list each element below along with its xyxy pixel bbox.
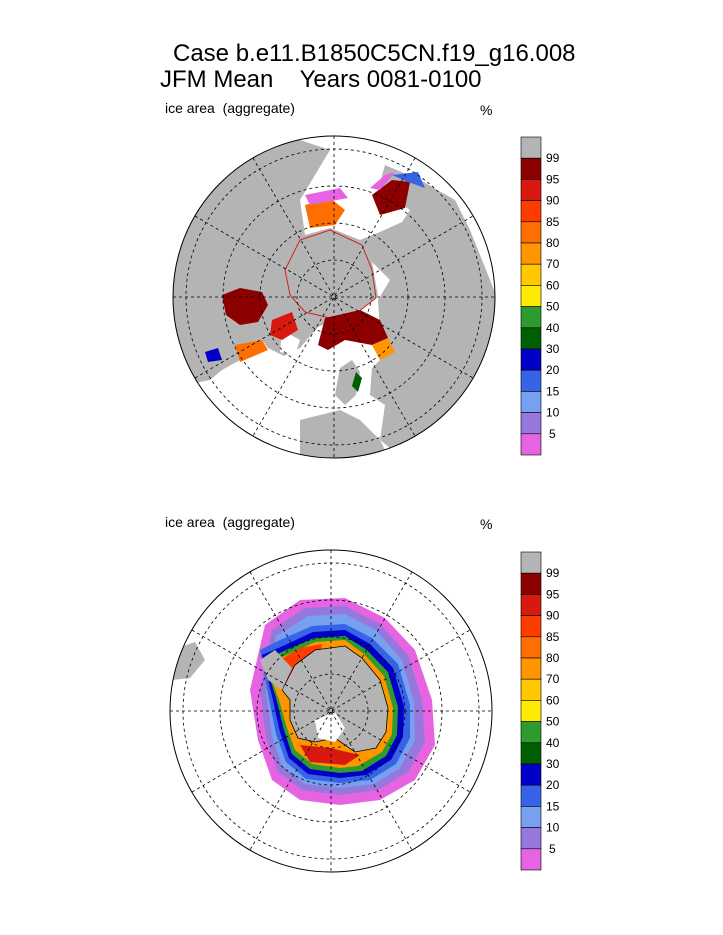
north-variable-label: ice area (aggregate) [165, 100, 295, 116]
south-colorbar-box [520, 848, 542, 871]
south-colorbar-label: 60 [546, 693, 560, 707]
north-colorbar: 99 95 90 85 80 70 60 50 40 30 20 15 10 5 [520, 136, 560, 456]
south-colorbar-box [520, 551, 542, 574]
south-map-border [169, 549, 493, 873]
north-ice-bering-edge [305, 188, 348, 205]
north-colorbar-box [520, 391, 542, 413]
south-land-peninsula [260, 650, 292, 690]
north-colorbar-label: 60 [546, 278, 560, 292]
south-unit-label: % [480, 516, 493, 532]
north-colorbar-label: 70 [546, 257, 560, 271]
north-colorbar-label: 85 [546, 215, 560, 229]
south-colorbar-box [520, 636, 542, 659]
south-colorbar-box [520, 784, 542, 807]
north-colorbar-box [520, 263, 542, 286]
north-unit-label: % [480, 102, 493, 118]
north-colorbar-box [520, 327, 542, 350]
south-colorbar-box [520, 572, 542, 595]
north-colorbar-label: 50 [546, 300, 560, 314]
north-ice-newfoundland [205, 348, 222, 362]
south-colorbar-box [520, 827, 542, 850]
south-variable-label: ice area (aggregate) [165, 514, 295, 530]
north-land-eurasia [173, 140, 378, 390]
north-colorbar-label: 90 [546, 194, 560, 208]
north-colorbar-box [520, 221, 542, 244]
south-colorbar-box [520, 594, 542, 616]
north-ice-okhotsk [372, 180, 410, 215]
north-colorbar-box [520, 136, 542, 159]
north-colorbar-label: 40 [546, 321, 560, 335]
south-ice-shelf-white [315, 712, 345, 742]
north-map-border [172, 135, 496, 459]
title-line-1: Case b.e11.B1850C5CN.f19_g16.008 [173, 40, 576, 67]
north-colorbar-box [520, 412, 542, 435]
north-land-europe [300, 410, 390, 458]
north-colorbar-box [520, 157, 542, 180]
north-land-scandinavia [335, 360, 360, 405]
north-colorbar-label: 95 [546, 172, 560, 186]
north-colorbar-box [520, 369, 542, 392]
north-colorbar-label: 15 [546, 384, 560, 398]
north-colorbar-label: 99 [546, 151, 560, 165]
south-graticule [170, 550, 492, 872]
north-land-siberia [360, 165, 495, 452]
north-colorbar-box [520, 285, 542, 307]
north-colorbar-label: 80 [546, 236, 560, 250]
north-colorbar-box [520, 242, 542, 265]
south-colorbar-label: 30 [546, 757, 560, 771]
north-colorbar-box [520, 179, 542, 201]
south-colorbar-label: 95 [546, 587, 560, 601]
south-colorbar-label: 85 [546, 630, 560, 644]
north-ice-okhotsk-edge [392, 172, 425, 188]
south-colorbar-label: 50 [546, 715, 560, 729]
south-colorbar-label: 40 [546, 736, 560, 750]
south-polar-map [169, 549, 493, 873]
north-ice-labrador [235, 340, 268, 362]
north-colorbar-box [520, 306, 542, 329]
south-colorbar-label: 90 [546, 609, 560, 623]
north-colorbar-label: 20 [546, 363, 560, 377]
title-line-2: JFM Mean Years 0081-0100 [160, 66, 482, 93]
north-colorbar-box [520, 433, 542, 456]
north-colorbar-box [520, 348, 542, 371]
south-colorbar-label: 70 [546, 672, 560, 686]
south-colorbar-label: 5 [549, 842, 556, 856]
north-colorbar-label: 10 [546, 406, 560, 420]
north-ice-bering [305, 198, 345, 228]
south-colorbar-label: 80 [546, 651, 560, 665]
north-graticule [173, 136, 495, 458]
south-colorbar: 99 95 90 85 80 70 60 50 40 30 20 15 10 5 [520, 551, 560, 871]
south-colorbar-label: 99 [546, 566, 560, 580]
south-colorbar-box [520, 700, 542, 722]
south-colorbar-label: 20 [546, 778, 560, 792]
south-colorbar-box [520, 615, 542, 638]
north-polar-map [172, 135, 496, 459]
north-colorbar-box [520, 200, 542, 223]
north-colorbar-label: 5 [549, 427, 556, 441]
south-colorbar-label: 15 [546, 799, 560, 813]
south-colorbar-box [520, 806, 542, 828]
south-ice-ross [300, 745, 360, 765]
south-colorbar-box [520, 742, 542, 765]
north-ice-barents-edge [372, 338, 395, 360]
north-ice-okhotsk-fringe [370, 172, 395, 190]
north-colorbar-label: 30 [546, 342, 560, 356]
north-ice-baltic [352, 372, 362, 392]
south-colorbar-box [520, 657, 542, 680]
south-colorbar-box [520, 678, 542, 701]
south-colorbar-label: 10 [546, 821, 560, 835]
south-colorbar-box [520, 721, 542, 744]
south-colorbar-box [520, 763, 542, 786]
